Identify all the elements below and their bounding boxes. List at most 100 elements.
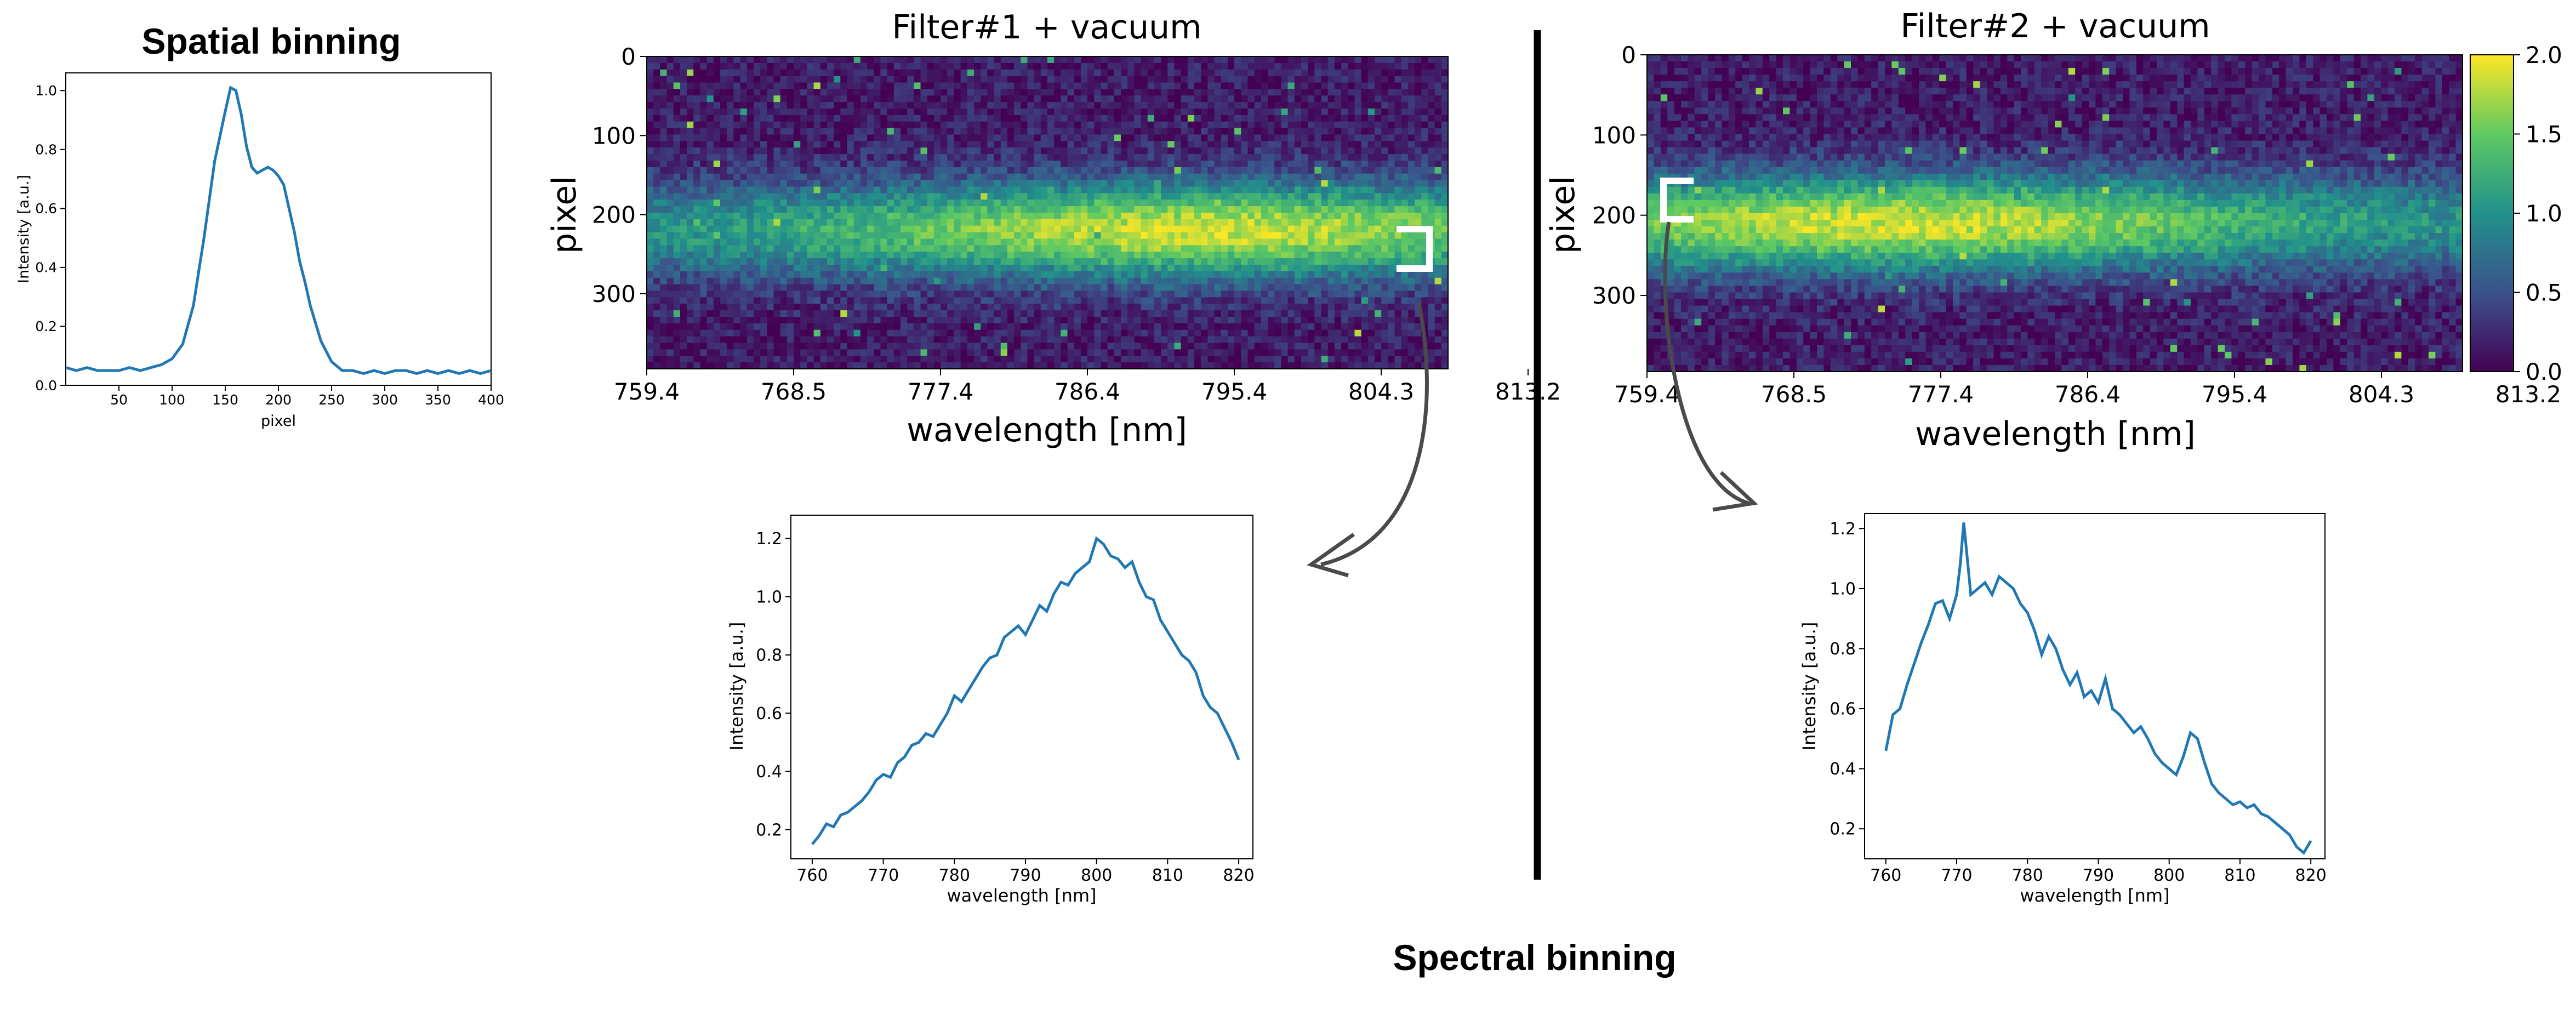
filter1-pixel: [1194, 109, 1201, 116]
filter1-pixel: [994, 128, 1001, 135]
filter1-pixel: [1287, 186, 1295, 193]
filter1-pixel: [753, 167, 761, 174]
filter1-pixel: [1348, 284, 1355, 292]
filter1-pixel: [773, 199, 781, 207]
filter1-pixel: [1074, 310, 1081, 317]
filter1-pixel: [920, 265, 928, 272]
filter1-pixel: [920, 161, 928, 168]
filter1-pixel: [733, 186, 741, 193]
filter1-pixel: [1361, 62, 1369, 70]
filter1-pixel: [1067, 193, 1075, 200]
filter1-pixel: [827, 167, 834, 174]
filter1-pixel: [1314, 186, 1322, 193]
filter1-pixel: [1247, 225, 1255, 233]
filter1-pixel: [1321, 180, 1329, 187]
filter1-pixel: [920, 167, 928, 174]
filter1-pixel: [933, 128, 941, 135]
filter1-pixel: [874, 89, 881, 96]
filter1-pixel: [1301, 258, 1308, 265]
filter1-pixel: [880, 56, 888, 64]
filter1-pixel: [1308, 167, 1315, 174]
filter1-pixel: [880, 277, 888, 285]
filter1-pixel: [1121, 232, 1128, 240]
filter1-pixel: [753, 277, 761, 285]
filter1-pixel: [1308, 76, 1315, 83]
filter1-pixel: [740, 304, 748, 311]
filter1-pixel: [827, 225, 834, 233]
filter1-pixel: [1287, 297, 1295, 304]
filter1-pixel: [687, 180, 694, 187]
filter1-pixel: [1021, 161, 1028, 168]
filter1-pixel: [847, 193, 854, 200]
filter1-pixel: [1441, 317, 1449, 324]
filter1-pixel: [1007, 213, 1015, 220]
filter1-pixel: [1407, 317, 1415, 324]
filter1-pixel: [867, 310, 874, 317]
filter1-pixel: [1261, 109, 1268, 116]
filter1-pixel: [1127, 225, 1135, 233]
filter1-pixel: [1107, 290, 1115, 298]
filter1-pixel: [820, 95, 828, 102]
filter1-pixel: [1374, 213, 1382, 220]
filter1-pixel: [1327, 297, 1335, 304]
filter1-pixel: [1301, 225, 1308, 233]
filter1-pixel: [727, 297, 734, 304]
filter1-pixel: [733, 161, 741, 168]
filter1-pixel: [1194, 277, 1201, 285]
filter1-pixel: [1268, 245, 1275, 252]
filter1-pixel: [1134, 115, 1142, 122]
filter1-pixel: [787, 102, 794, 109]
filter1-pixel: [914, 213, 921, 220]
filter1-pixel: [1027, 128, 1035, 135]
filter1-pixel: [1367, 167, 1375, 174]
filter1-pixel: [740, 109, 748, 116]
filter1-pixel: [1201, 121, 1208, 129]
filter1-pixel: [1327, 167, 1335, 174]
filter1-pixel: [1027, 95, 1035, 102]
filter1-pixel: [1415, 109, 1422, 116]
filter1-pixel: [1034, 82, 1041, 89]
filter1-pixel: [1021, 89, 1028, 96]
filter1-pixel: [907, 128, 914, 135]
filter1-pixel: [666, 102, 674, 109]
filter1-pixel: [994, 102, 1001, 109]
filter1-pixel: [1167, 225, 1175, 233]
filter1-pixel: [794, 167, 801, 174]
filter1-pixel: [954, 115, 961, 122]
filter1-pixel: [1281, 62, 1289, 70]
filter1-pixel: [887, 219, 894, 226]
filter1-pixel: [1227, 62, 1235, 70]
filter1-pixel: [960, 284, 968, 292]
filter1-pixel: [666, 69, 674, 77]
filter1-pixel: [1301, 317, 1308, 324]
filter1-pixel: [740, 56, 748, 64]
filter1-pixel: [1407, 147, 1415, 155]
filter1-pixel: [733, 323, 741, 330]
filter1-pixel: [973, 258, 981, 265]
filter1-pixel: [927, 76, 934, 83]
filter1-pixel: [914, 115, 921, 122]
filter1-pixel: [727, 141, 734, 148]
filter1-pixel: [1221, 141, 1228, 148]
filter1-pixel: [1161, 271, 1168, 278]
filter1-pixel: [907, 141, 914, 148]
filter1-pixel: [1094, 258, 1102, 265]
filter1-pixel: [1167, 134, 1175, 141]
filter1-pixel: [827, 186, 834, 193]
filter1-pixel: [1354, 180, 1362, 187]
filter1-pixel: [1014, 167, 1021, 174]
filter1-pixel: [1247, 238, 1255, 246]
filter1-pixel: [673, 62, 681, 70]
filter1-pixel: [780, 277, 788, 285]
filter1-pixel: [746, 186, 754, 193]
filter1-pixel: [1107, 304, 1115, 311]
filter1-pixel: [927, 95, 934, 102]
filter1-pixel: [933, 238, 941, 246]
filter1-pixel: [1074, 290, 1081, 298]
filter1-pixel: [673, 76, 681, 83]
filter1-pixel: [1354, 167, 1362, 174]
filter1-pixel: [1294, 147, 1302, 155]
filter1-pixel: [767, 245, 774, 252]
filter1-pixel: [1161, 154, 1168, 161]
filter1-pixel: [647, 180, 654, 187]
